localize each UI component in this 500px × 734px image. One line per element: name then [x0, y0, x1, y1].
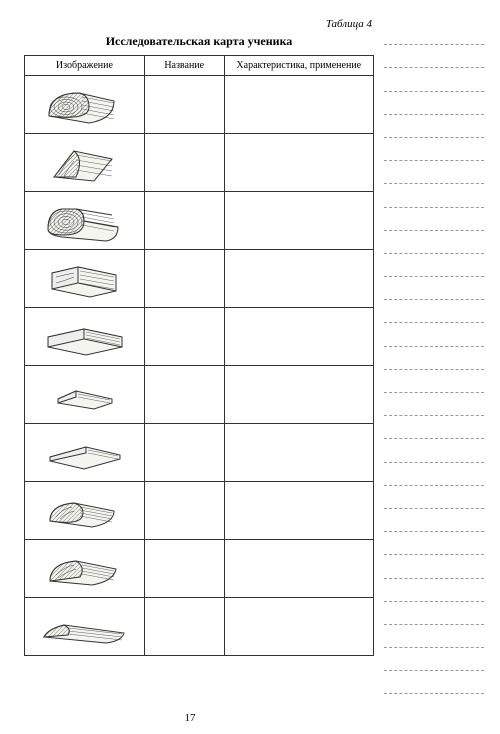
note-line	[384, 602, 484, 625]
cell-image	[25, 424, 145, 482]
note-line	[384, 300, 484, 323]
cell-char	[224, 134, 373, 192]
table-row	[25, 366, 374, 424]
cell-char	[224, 192, 373, 250]
note-line	[384, 393, 484, 416]
page-number: 17	[0, 712, 380, 724]
cell-char	[224, 598, 373, 656]
note-line	[384, 486, 484, 509]
note-line	[384, 323, 484, 346]
note-line	[384, 68, 484, 91]
table-row	[25, 76, 374, 134]
note-line	[384, 416, 484, 439]
notes-column	[384, 18, 484, 694]
cell-name	[144, 134, 224, 192]
table-row	[25, 308, 374, 366]
note-line	[384, 439, 484, 462]
cell-name	[144, 76, 224, 134]
note-line	[384, 208, 484, 231]
cell-image	[25, 598, 145, 656]
note-line	[384, 45, 484, 68]
cell-image	[25, 482, 145, 540]
cell-image	[25, 76, 145, 134]
col-header-name: Название	[144, 56, 224, 76]
note-line	[384, 509, 484, 532]
note-line	[384, 22, 484, 45]
note-line	[384, 579, 484, 602]
cell-name	[144, 250, 224, 308]
cell-name	[144, 424, 224, 482]
cell-name	[144, 540, 224, 598]
cell-char	[224, 540, 373, 598]
note-line	[384, 138, 484, 161]
note-line	[384, 463, 484, 486]
table-row	[25, 598, 374, 656]
cell-char	[224, 250, 373, 308]
note-line	[384, 347, 484, 370]
table-row	[25, 424, 374, 482]
cell-image	[25, 192, 145, 250]
cell-name	[144, 598, 224, 656]
note-line	[384, 532, 484, 555]
col-header-image: Изображение	[25, 56, 145, 76]
note-line	[384, 254, 484, 277]
table-row	[25, 134, 374, 192]
cell-char	[224, 482, 373, 540]
note-line	[384, 370, 484, 393]
table-label: Таблица 4	[24, 18, 374, 30]
table-row	[25, 192, 374, 250]
note-line	[384, 231, 484, 254]
cell-char	[224, 366, 373, 424]
cell-char	[224, 308, 373, 366]
note-line	[384, 648, 484, 671]
cell-name	[144, 192, 224, 250]
main-column: Таблица 4 Исследовательская карта ученик…	[24, 18, 374, 694]
table-row	[25, 250, 374, 308]
note-line	[384, 277, 484, 300]
cell-image	[25, 308, 145, 366]
cell-name	[144, 482, 224, 540]
table-row	[25, 482, 374, 540]
cell-name	[144, 308, 224, 366]
cell-image	[25, 366, 145, 424]
note-line	[384, 115, 484, 138]
cell-char	[224, 424, 373, 482]
cell-image	[25, 250, 145, 308]
table-row	[25, 540, 374, 598]
note-line	[384, 184, 484, 207]
note-line	[384, 555, 484, 578]
page-title: Исследовательская карта ученика	[24, 34, 374, 49]
note-line	[384, 92, 484, 115]
col-header-char: Характеристика, применение	[224, 56, 373, 76]
note-line	[384, 161, 484, 184]
cell-image	[25, 134, 145, 192]
page: Таблица 4 Исследовательская карта ученик…	[0, 0, 500, 704]
research-table: Изображение Название Характеристика, при…	[24, 55, 374, 656]
note-line	[384, 625, 484, 648]
cell-name	[144, 366, 224, 424]
cell-image	[25, 540, 145, 598]
table-header-row: Изображение Название Характеристика, при…	[25, 56, 374, 76]
note-line	[384, 671, 484, 694]
cell-char	[224, 76, 373, 134]
